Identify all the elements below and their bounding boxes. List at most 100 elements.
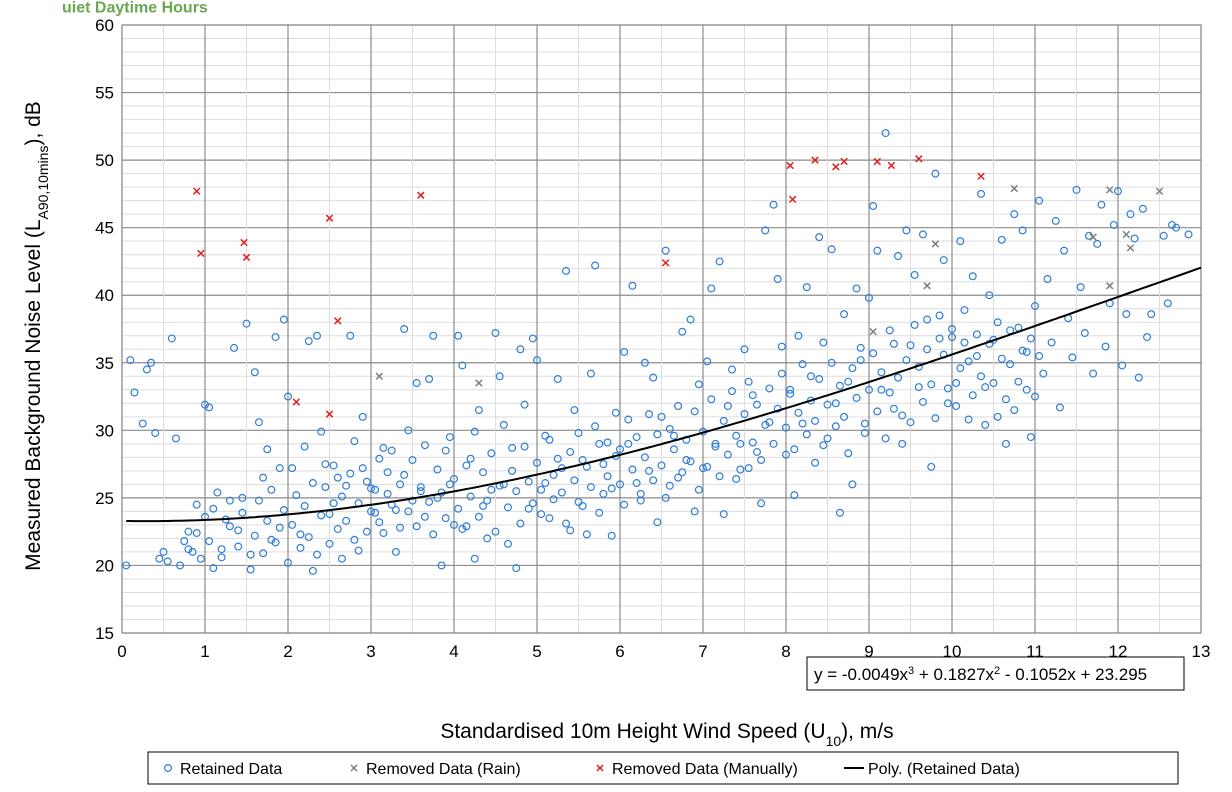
retained-data-point [404,507,413,516]
removed-manual-point [873,157,882,166]
retained-data-point [611,408,620,417]
retained-data-point [910,270,919,279]
retained-data-point [508,466,517,475]
retained-data-point [188,547,197,556]
retained-data-point [707,395,716,404]
y-tick-label: 40 [95,286,114,305]
retained-data-point [201,400,210,409]
retained-data-point [383,489,392,498]
retained-data-point [840,412,849,421]
retained-data-point [927,380,936,389]
retained-data-point [566,447,575,456]
retained-data-point [450,474,459,483]
retained-data-point [180,537,189,546]
retained-data-point [138,419,147,428]
retained-data-point [234,542,243,551]
legend: Retained Data Removed Data (Rain) Removed … [147,751,1179,785]
retained-data-point [889,404,898,413]
retained-data-point [981,420,990,429]
retained-data-point [288,520,297,529]
retained-data-point [375,518,384,527]
retained-data-point [462,461,471,470]
retained-data-point [674,473,683,482]
removed-rain-point [375,372,384,381]
retained-data-point [483,534,492,543]
retained-data-point [321,460,330,469]
x-tick-label: 10 [943,642,962,661]
retained-data-point [794,408,803,417]
retained-data-point [586,483,595,492]
retained-data-point [1051,216,1060,225]
retained-data-point [524,477,533,486]
retained-data-point [412,522,421,531]
retained-data-point [566,526,575,535]
y-title-part: ), dB [22,101,45,145]
retained-data-point [848,480,857,489]
retained-data-point [586,369,595,378]
retained-data-point [765,418,774,427]
retained-data-point [649,373,658,382]
removed-manual-point [811,156,819,164]
retained-data-point [308,479,317,488]
retained-data-point [184,527,193,536]
removed-manual-point [786,161,794,170]
x-title-subscript: 10 [826,733,842,749]
retained-data-point [972,330,981,339]
retained-data-point [918,230,927,239]
retained-data-point [350,535,359,544]
retained-data-point [628,465,637,474]
retained-data-point [217,545,226,554]
retained-data-point [495,372,504,381]
retained-data-point [603,438,612,447]
retained-data-point [748,391,757,400]
y-tick-label: 55 [95,84,114,103]
retained-data-point [458,524,467,533]
retained-data-point [1118,361,1127,370]
retained-data-point [682,456,691,465]
retained-data-point [329,461,338,470]
retained-data-point [852,393,861,402]
legend-label: Poly. (Retained Data) [868,761,1020,778]
retained-data-point [379,529,388,538]
retained-data-point [624,439,633,448]
retained-data-point [698,464,707,473]
retained-data-point [1068,353,1077,362]
removed-manual-point [887,161,896,170]
retained-data-point [1097,200,1106,209]
retained-data-point [802,430,811,439]
retained-data-point [674,402,683,411]
retained-data-point [238,508,247,517]
retained-data-point [790,491,799,500]
y-tick-label: 45 [95,219,114,238]
retained-data-point [254,418,263,427]
retained-data-point [831,399,840,408]
removed-rain-point [1089,233,1097,241]
retained-data-point [765,384,774,393]
retained-data-point [678,468,687,477]
retained-data-point [902,356,911,365]
retained-data-point [159,547,168,556]
retained-data-point [528,499,537,508]
retained-data-point [333,473,342,482]
x-tick-label: 9 [864,642,873,661]
retained-data-point [591,422,600,431]
retained-data-point [516,345,525,354]
retained-data-point [885,326,894,335]
x-tick-label: 7 [698,642,707,661]
retained-data-point [977,189,986,198]
retained-data-point [433,465,442,474]
retained-data-point [1060,246,1069,255]
retained-data-point [956,364,965,373]
retained-data-point [939,256,948,265]
retained-data-point [607,484,616,493]
retained-data-point [935,311,944,320]
retained-data-point [1101,342,1110,351]
retained-data-point [786,389,795,398]
retained-data-point [661,493,670,502]
retained-data-point [225,496,234,505]
retained-data-point [466,454,475,463]
retained-data-point [1109,220,1118,229]
retained-data-point [906,418,915,427]
retained-data-point [757,499,766,508]
x-tick-label: 5 [532,642,541,661]
